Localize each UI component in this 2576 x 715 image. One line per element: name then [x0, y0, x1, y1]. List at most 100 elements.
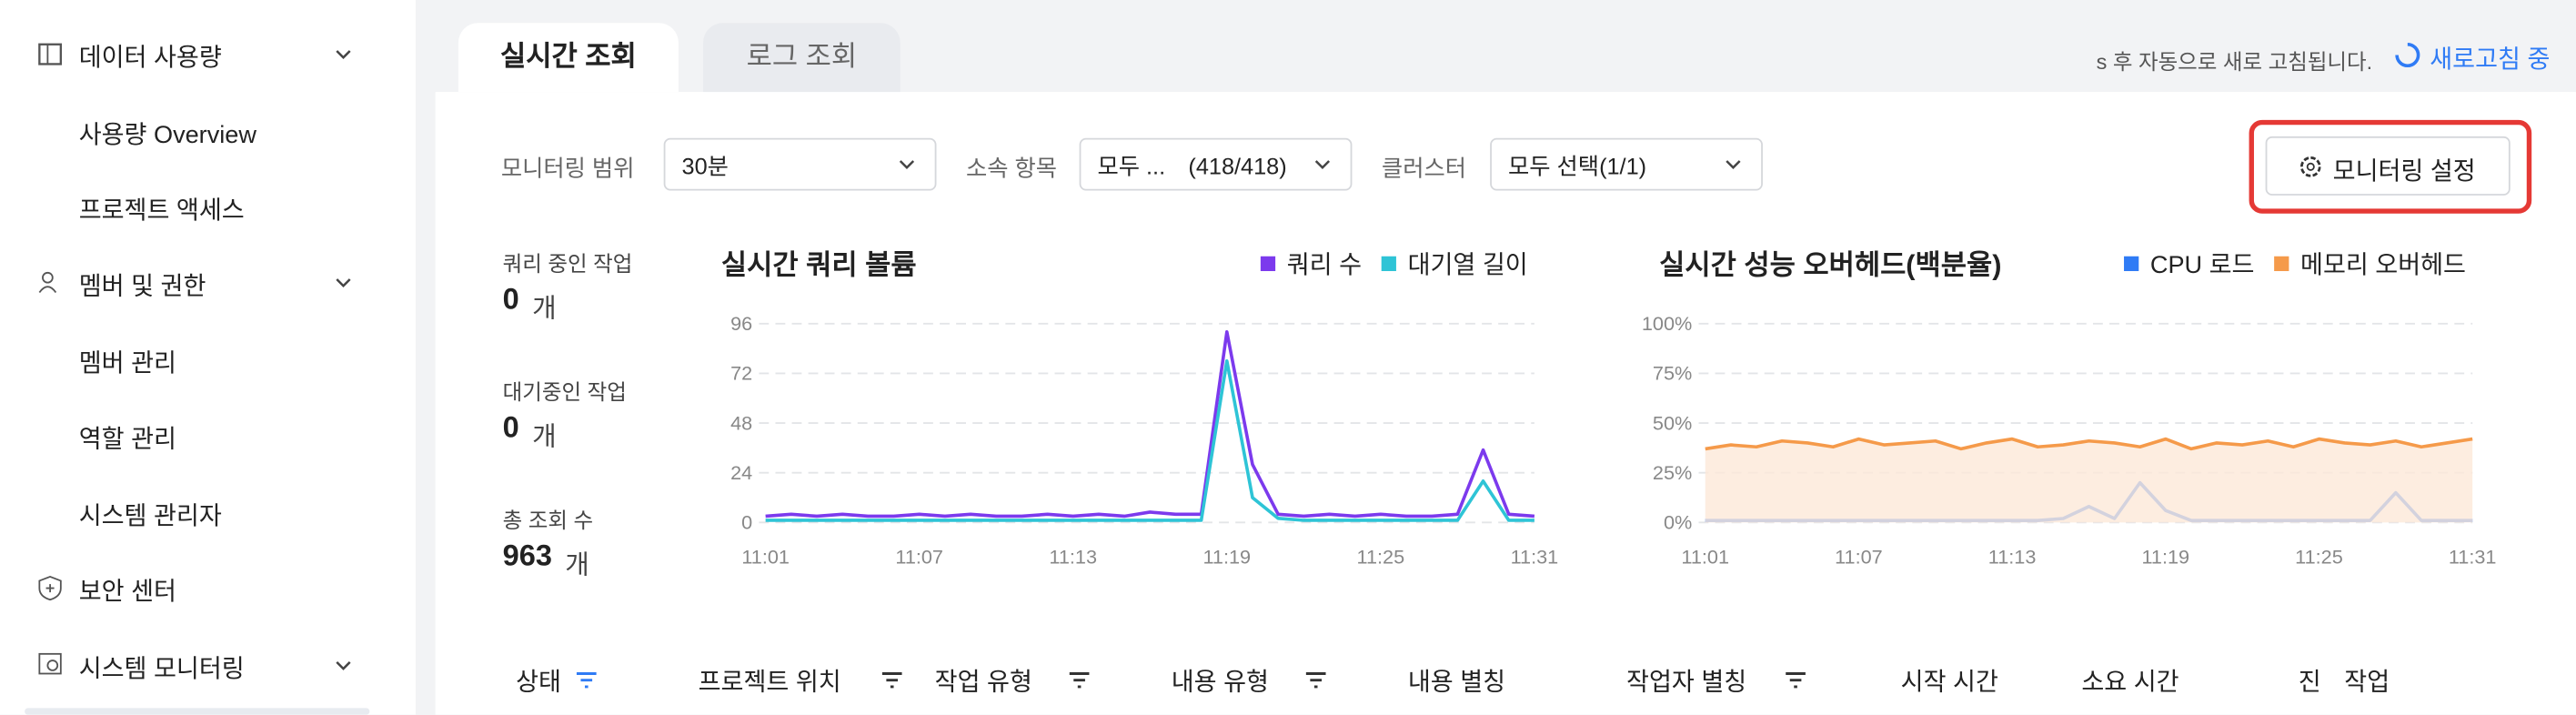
- spinner: [2395, 42, 2420, 68]
- x-tick-label: 11:25: [2295, 545, 2343, 568]
- y-tick-label: 25%: [1653, 461, 1692, 484]
- table-header[interactable]: 진: [2298, 669, 2321, 697]
- area: [1705, 438, 2473, 523]
- filter-label: 클러스터: [1381, 154, 1467, 181]
- nav-item[interactable]: 시스템 관리자: [78, 502, 222, 531]
- x-tick-label: 11:13: [1988, 545, 2037, 568]
- y-tick-label: 96: [730, 312, 752, 335]
- filter-lines: [881, 672, 902, 689]
- x-tick-label: 11:31: [1511, 545, 1559, 568]
- select-value: 모두 선택(1/1): [1507, 152, 1647, 179]
- x-tick-label: 11:31: [2449, 545, 2497, 568]
- legend-swatch: [2124, 256, 2139, 272]
- stat-label: 총 조회 수: [502, 508, 594, 533]
- filter-label: 소속 항목: [965, 154, 1058, 181]
- chart-title: 실시간 성능 오버헤드(백분율): [1659, 249, 2001, 281]
- sidebar: 데이터 사용량 사용량 Overview 프로젝트 액세스 멤버 및 권한 멤버…: [0, 0, 416, 715]
- x-tick-label: 11:19: [1202, 545, 1251, 568]
- x-tick-label: 11:19: [2142, 545, 2190, 568]
- chart-title: 실시간 쿼리 볼륨: [721, 249, 917, 281]
- tab[interactable]: 로그 조회: [703, 23, 901, 93]
- stat-label: 대기중인 작업: [502, 379, 627, 405]
- tab[interactable]: 실시간 조회: [458, 23, 679, 93]
- nav-item[interactable]: 프로젝트 액세스: [78, 196, 245, 226]
- line: [1705, 437, 2473, 451]
- x-tick-label: 11:25: [1357, 545, 1405, 568]
- chevron: [336, 278, 351, 288]
- icon: [38, 43, 62, 65]
- y-tick-label: 72: [730, 362, 752, 385]
- select[interactable]: 30분: [663, 137, 937, 191]
- y-tick-label: 75%: [1653, 362, 1692, 385]
- filter-icon[interactable]: [575, 670, 598, 690]
- y-tick-label: 0: [741, 511, 752, 534]
- table-header[interactable]: 작업 유형: [934, 669, 1032, 697]
- refresh-status[interactable]: 새로고침 중: [2430, 45, 2551, 75]
- filter-icon[interactable]: [880, 670, 903, 690]
- select-count: (418/418): [1188, 152, 1287, 179]
- table-header[interactable]: 소요 시간: [2081, 669, 2179, 697]
- nav-item[interactable]: 보안 센터: [78, 578, 176, 607]
- nav-item[interactable]: 멤버 및 권한: [78, 272, 206, 301]
- table-header[interactable]: 작업자 별칭: [1626, 669, 1747, 697]
- chevron: [1314, 160, 1331, 170]
- legend-swatch: [1260, 256, 1276, 272]
- filter-lines: [1069, 672, 1090, 689]
- legend-label: 쿼리 수: [1287, 250, 1362, 278]
- chevron: [336, 50, 351, 60]
- filter-lines: [1305, 672, 1326, 689]
- stat-unit: 개: [532, 296, 557, 324]
- table-header[interactable]: 시작 시간: [1900, 669, 1998, 697]
- gear-icon: [2299, 156, 2321, 177]
- select-value: 모두 ...: [1097, 152, 1166, 179]
- nav-item[interactable]: 데이터 사용량: [78, 44, 222, 73]
- line: [765, 330, 1535, 519]
- stat-value: 0: [502, 282, 519, 316]
- icon: [38, 575, 62, 601]
- x-tick-label: 11:07: [1835, 545, 1883, 568]
- filter-icon[interactable]: [1304, 670, 1327, 690]
- refresh-notice: s 후 자동으로 새로 고침됩니다.: [2096, 49, 2373, 75]
- select[interactable]: 모두 ... (418/418): [1079, 137, 1353, 191]
- table-header[interactable]: 상태: [516, 669, 561, 697]
- chevron: [899, 160, 915, 170]
- chevron: [336, 660, 351, 670]
- y-tick-label: 0%: [1664, 511, 1692, 534]
- legend-swatch: [2274, 256, 2289, 272]
- stat-unit: 개: [565, 551, 589, 580]
- table-header[interactable]: 작업: [2340, 663, 2390, 699]
- y-tick-label: 24: [730, 461, 752, 484]
- button-label: 모니터링 설정: [2332, 157, 2476, 186]
- filter-icon[interactable]: [1784, 670, 1806, 690]
- nav-item[interactable]: 사용량 Overview: [78, 121, 257, 150]
- line: [765, 358, 1535, 522]
- table-header[interactable]: 내용 유형: [1171, 669, 1269, 697]
- legend-label: 대기열 길이: [1408, 250, 1528, 278]
- nav-item[interactable]: 멤버 관리: [78, 349, 176, 378]
- highlight-box: [2249, 119, 2532, 214]
- table-header[interactable]: 프로젝트 위치: [698, 669, 841, 697]
- stat-value: 0: [502, 410, 519, 444]
- filter-icon[interactable]: [1068, 670, 1091, 690]
- select-value: 30분: [681, 152, 729, 179]
- chevron: [1726, 160, 1741, 170]
- x-tick-label: 11:07: [895, 545, 943, 568]
- filter-lines: [576, 672, 597, 689]
- icon: [38, 271, 57, 294]
- legend-swatch: [1381, 256, 1396, 272]
- stat-value: 963: [502, 539, 552, 572]
- stat-label: 쿼리 중인 작업: [502, 251, 633, 277]
- nav-item[interactable]: 역할 관리: [78, 425, 176, 454]
- select[interactable]: 모두 선택(1/1): [1490, 137, 1763, 191]
- table-header[interactable]: 내용 별칭: [1407, 669, 1506, 697]
- x-tick-label: 11:01: [741, 545, 790, 568]
- y-tick-label: 100%: [1642, 312, 1692, 335]
- nav-item[interactable]: 시스템 모니터링: [78, 655, 245, 684]
- y-tick-label: 50%: [1653, 411, 1692, 434]
- legend-label: CPU 로드: [2150, 250, 2255, 278]
- icon: [38, 652, 62, 675]
- settings-button[interactable]: 모니터링 설정: [2265, 136, 2511, 196]
